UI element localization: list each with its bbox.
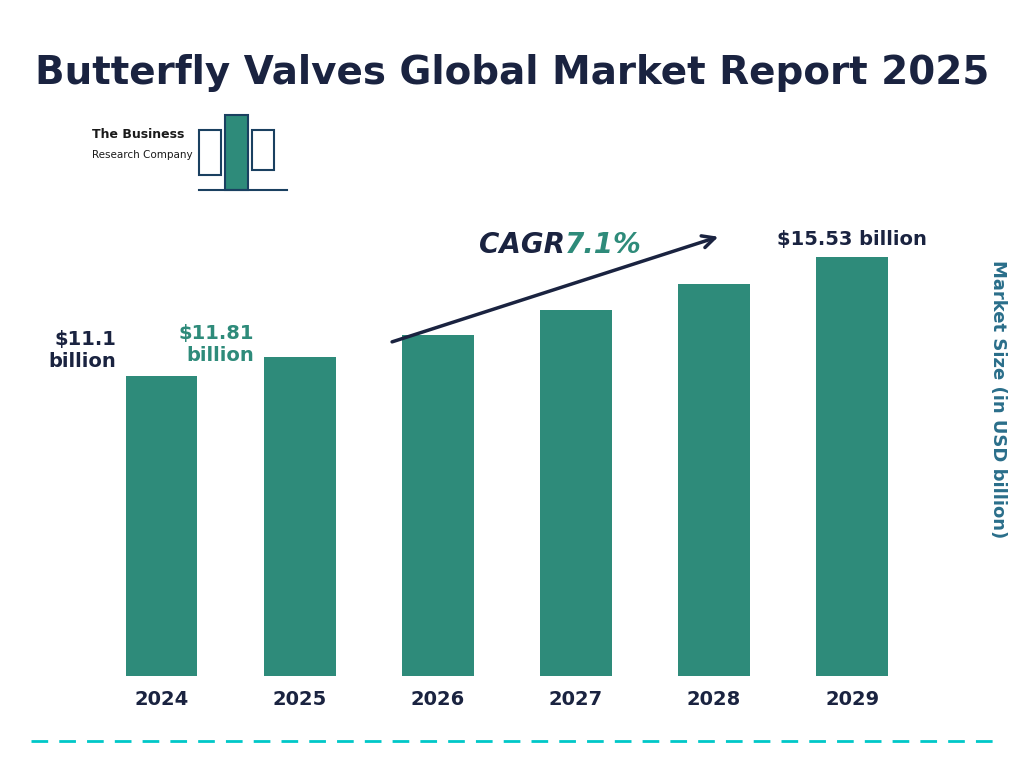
Bar [264, 357, 336, 676]
Bar [401, 335, 474, 676]
Text: 7.1%: 7.1% [565, 231, 642, 259]
Text: $11.81
billion: $11.81 billion [178, 324, 254, 366]
Text: Research Company: Research Company [92, 150, 193, 160]
Bar [540, 310, 612, 676]
Text: CAGR: CAGR [479, 231, 574, 259]
Bar [252, 130, 274, 170]
Bar [126, 376, 198, 676]
Text: Butterfly Valves Global Market Report 2025: Butterfly Valves Global Market Report 20… [35, 54, 989, 91]
Bar [199, 130, 221, 175]
Bar [225, 115, 248, 190]
Text: The Business: The Business [92, 128, 184, 141]
Text: $15.53 billion: $15.53 billion [777, 230, 927, 249]
Bar [816, 257, 888, 676]
Bar [678, 284, 750, 676]
Text: Market Size (in USD billion): Market Size (in USD billion) [989, 260, 1008, 538]
Text: $11.1
billion: $11.1 billion [48, 330, 116, 371]
